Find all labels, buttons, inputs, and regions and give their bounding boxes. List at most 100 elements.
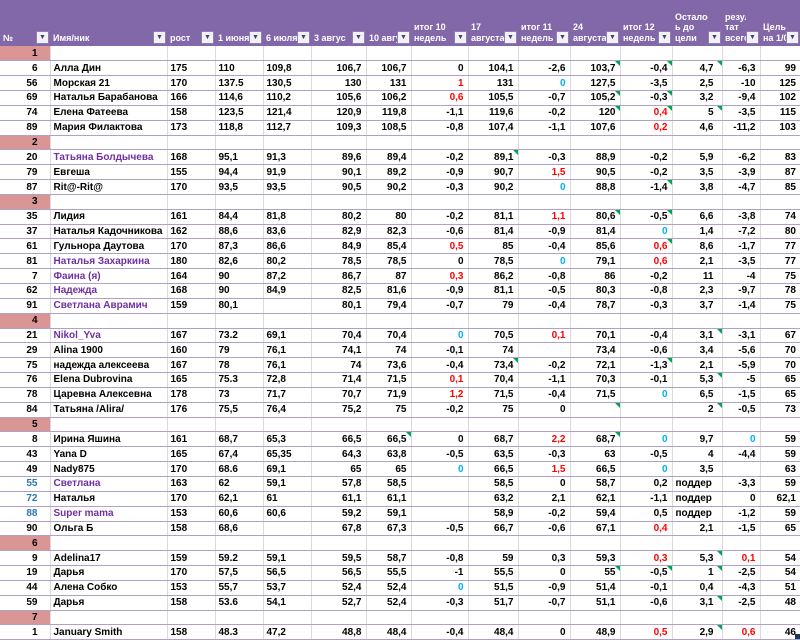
cell-result-total[interactable]: -1,4 xyxy=(722,298,761,314)
empty-cell[interactable] xyxy=(50,135,168,151)
cell-result-total[interactable]: -9,7 xyxy=(722,283,761,299)
member-name-cell[interactable]: Евгеша xyxy=(50,164,168,181)
cell-left-to-goal[interactable]: 5,3 xyxy=(672,372,723,388)
cell-goal[interactable]: 65 xyxy=(760,521,800,537)
cell-total12weeks[interactable]: -0,5 xyxy=(620,446,673,463)
cell-aug24[interactable]: 55 xyxy=(570,565,621,581)
member-number-cell[interactable]: 74 xyxy=(0,105,51,121)
cell-aug24[interactable]: 71,5 xyxy=(570,387,621,403)
cell-result-total[interactable]: -3,9 xyxy=(722,164,761,181)
cell-aug3[interactable]: 80,1 xyxy=(311,298,367,314)
cell-total10weeks[interactable]: 1,2 xyxy=(411,387,469,403)
member-number-cell[interactable]: 87 xyxy=(0,179,51,195)
cell-goal[interactable]: 74 xyxy=(760,209,800,225)
cell-goal[interactable]: 59 xyxy=(760,446,800,463)
cell-height[interactable]: 160 xyxy=(167,342,216,359)
empty-cell[interactable] xyxy=(311,535,367,552)
cell-left-to-goal[interactable]: 1 xyxy=(672,565,723,581)
cell-aug17[interactable]: 58,5 xyxy=(468,476,519,492)
cell-aug24[interactable]: 68,7 xyxy=(570,431,621,448)
cell-goal[interactable]: 51 xyxy=(760,580,800,596)
cell-total12weeks[interactable]: -0,5 xyxy=(620,209,673,225)
cell-aug24[interactable]: 78,7 xyxy=(570,298,621,314)
cell-left-to-goal[interactable]: 3,4 xyxy=(672,342,723,359)
cell-total12weeks[interactable]: -0,1 xyxy=(620,580,673,596)
cell-total12weeks[interactable]: 0,6 xyxy=(620,253,673,270)
cell-result-total[interactable]: 0 xyxy=(722,491,761,507)
cell-left-to-goal[interactable]: 2,1 xyxy=(672,357,723,374)
cell-goal[interactable]: 63 xyxy=(760,461,800,477)
cell-aug24[interactable]: 73,4 xyxy=(570,342,621,359)
empty-cell[interactable] xyxy=(263,417,312,433)
member-name-cell[interactable]: Гульнора Даутова xyxy=(50,238,168,255)
empty-cell[interactable] xyxy=(722,535,761,552)
cell-left-to-goal[interactable]: 3,2 xyxy=(672,90,723,106)
cell-aug24[interactable]: 63 xyxy=(570,446,621,463)
cell-aug3[interactable]: 70,7 xyxy=(311,387,367,403)
group-number-cell[interactable]: 4 xyxy=(0,313,51,329)
cell-aug3[interactable]: 52,7 xyxy=(311,595,367,611)
filter-dropdown-button[interactable]: ▼ xyxy=(153,31,166,44)
cell-result-total[interactable]: 0,6 xyxy=(722,624,761,640)
cell-total12weeks[interactable]: -0,2 xyxy=(620,164,673,181)
cell-aug24[interactable]: 66,5 xyxy=(570,461,621,477)
empty-cell[interactable] xyxy=(411,417,469,433)
cell-left-to-goal[interactable]: 2,5 xyxy=(672,75,723,92)
cell-aug3[interactable]: 57,8 xyxy=(311,476,367,492)
cell-left-to-goal[interactable]: 3,1 xyxy=(672,328,723,344)
cell-aug24[interactable]: 85,6 xyxy=(570,238,621,255)
cell-result-total[interactable]: -5 xyxy=(722,372,761,388)
cell-aug24[interactable]: 80,3 xyxy=(570,283,621,299)
cell-aug10[interactable]: 67,3 xyxy=(366,521,412,537)
column-header-name[interactable]: Имя/ник ▼ xyxy=(50,0,167,46)
cell-result-total[interactable]: 0,1 xyxy=(722,550,761,567)
member-number-cell[interactable]: 35 xyxy=(0,209,51,225)
cell-aug3[interactable]: 78,5 xyxy=(311,253,367,270)
empty-cell[interactable] xyxy=(620,135,673,151)
cell-july6[interactable]: 72,8 xyxy=(263,372,312,388)
cell-aug3[interactable]: 82,9 xyxy=(311,224,367,240)
cell-july6[interactable]: 112,7 xyxy=(263,120,312,136)
cell-total11weeks[interactable]: -0,3 xyxy=(518,446,571,463)
empty-cell[interactable] xyxy=(620,535,673,552)
member-name-cell[interactable]: Наталья xyxy=(50,491,168,507)
empty-cell[interactable] xyxy=(263,610,312,626)
cell-aug24[interactable]: 86 xyxy=(570,268,621,284)
cell-aug10[interactable]: 71,5 xyxy=(366,372,412,388)
cell-goal[interactable]: 48 xyxy=(760,595,800,611)
cell-aug10[interactable]: 78,5 xyxy=(366,253,412,270)
empty-cell[interactable] xyxy=(366,135,412,151)
empty-cell[interactable] xyxy=(620,313,673,329)
member-number-cell[interactable]: 59 xyxy=(0,595,51,611)
cell-total12weeks[interactable]: 0,2 xyxy=(620,120,673,136)
member-name-cell[interactable]: Наталья Барабанова xyxy=(50,90,168,106)
cell-june1[interactable]: 110 xyxy=(215,60,264,77)
cell-aug24[interactable]: 107,6 xyxy=(570,120,621,136)
cell-aug3[interactable]: 59,5 xyxy=(311,550,367,567)
cell-height[interactable]: 176 xyxy=(167,402,216,418)
cell-left-to-goal[interactable]: 9,7 xyxy=(672,431,723,448)
cell-aug10[interactable]: 79,4 xyxy=(366,298,412,314)
cell-height[interactable]: 163 xyxy=(167,476,216,492)
member-number-cell[interactable]: 55 xyxy=(0,476,51,492)
cell-total10weeks[interactable]: -0,2 xyxy=(411,402,469,418)
cell-total12weeks[interactable]: -0,6 xyxy=(620,595,673,611)
member-name-cell[interactable]: Ольга Б xyxy=(50,521,168,537)
cell-june1[interactable]: 94,4 xyxy=(215,164,264,181)
member-number-cell[interactable]: 29 xyxy=(0,342,51,359)
cell-aug3[interactable]: 80,2 xyxy=(311,209,367,225)
cell-aug17[interactable]: 81,1 xyxy=(468,209,519,225)
cell-total10weeks[interactable]: -0,4 xyxy=(411,357,469,374)
member-name-cell[interactable]: надежда алексеева xyxy=(50,357,168,374)
empty-cell[interactable] xyxy=(672,610,723,626)
cell-july6[interactable]: 91,9 xyxy=(263,164,312,181)
empty-cell[interactable] xyxy=(672,135,723,151)
cell-june1[interactable]: 68,7 xyxy=(215,431,264,448)
column-header-june1[interactable]: 1 июня ▼ xyxy=(215,0,263,46)
empty-cell[interactable] xyxy=(50,535,168,552)
cell-left-to-goal[interactable]: 3,1 xyxy=(672,595,723,611)
cell-aug10[interactable]: 74 xyxy=(366,342,412,359)
cell-left-to-goal[interactable]: 8,6 xyxy=(672,238,723,255)
column-header-aug17[interactable]: 17 августа ▼ xyxy=(468,0,518,46)
member-name-cell[interactable]: Дарья xyxy=(50,565,168,581)
